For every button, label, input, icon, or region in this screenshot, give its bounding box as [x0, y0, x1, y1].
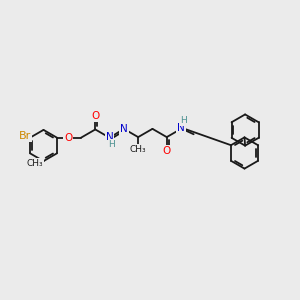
Text: N: N — [106, 131, 113, 142]
Text: N: N — [177, 123, 185, 133]
Text: CH₃: CH₃ — [27, 159, 44, 168]
Text: N: N — [120, 124, 128, 134]
Text: O: O — [91, 111, 99, 121]
Text: H: H — [180, 116, 187, 125]
Text: O: O — [64, 133, 73, 143]
Text: H: H — [109, 140, 116, 149]
Text: Br: Br — [19, 131, 31, 141]
Text: CH₃: CH₃ — [130, 145, 146, 154]
Text: O: O — [163, 146, 171, 156]
